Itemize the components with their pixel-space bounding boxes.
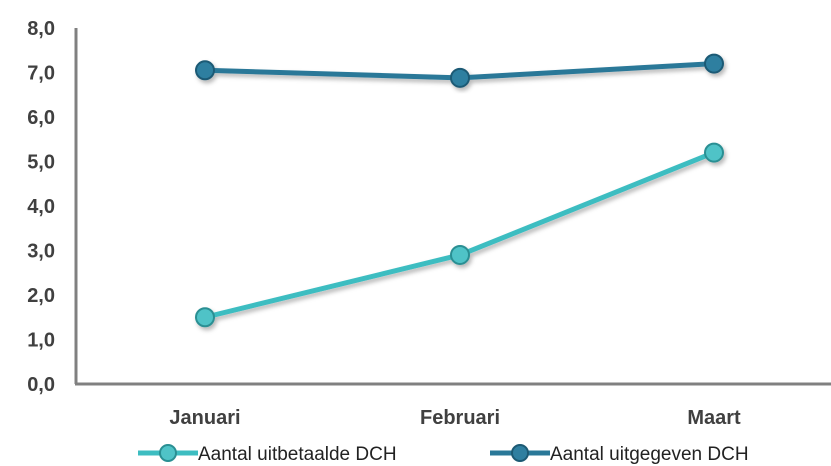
legend-item: Aantal uitbetaalde DCH [138,444,397,465]
x-tick-labels: Januari Februari Maart [169,407,741,429]
legend-item: Aantal uitgegeven DCH [490,444,749,465]
x-tick-label: Februari [420,407,500,429]
legend: Aantal uitbetaalde DCH Aantal uitgegeven … [138,444,749,465]
data-point [450,67,470,88]
legend-label: Aantal uitgegeven DCH [550,444,749,465]
y-tick-label: 6,0 [27,107,55,129]
axes [74,28,831,386]
y-tick-label: 5,0 [27,152,55,174]
legend-label: Aantal uitbetaalde DCH [198,444,397,465]
data-point [195,307,215,328]
data-point [704,53,724,74]
y-tick-label: 4,0 [27,196,55,218]
x-tick-label: Maart [687,407,741,429]
series-1 [195,142,724,328]
data-point [704,142,724,163]
x-tick-label: Januari [169,407,240,429]
y-tick-labels: 0,0 1,0 2,0 3,0 4,0 5,0 6,0 7,0 8,0 [27,18,55,396]
y-tick-label: 8,0 [27,18,55,40]
series-lines [195,53,724,328]
y-tick-label: 0,0 [27,374,55,396]
legend-marker [511,444,529,462]
data-point [450,244,470,265]
series-2 [195,53,724,88]
y-tick-label: 1,0 [27,330,55,352]
data-point [195,60,215,81]
series-line [202,150,717,320]
y-tick-label: 7,0 [27,63,55,85]
legend-marker [159,444,177,462]
y-tick-label: 2,0 [27,285,55,307]
y-tick-label: 3,0 [27,241,55,263]
